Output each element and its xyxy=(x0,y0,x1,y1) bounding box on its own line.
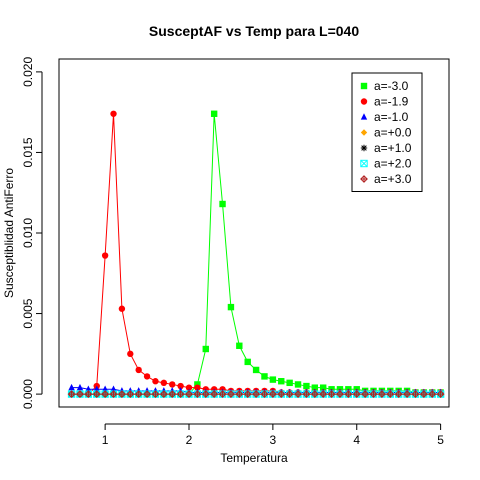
legend-marker xyxy=(361,98,367,104)
x-tick-label: 3 xyxy=(270,433,277,447)
y-tick-label: 0.000 xyxy=(21,379,35,409)
data-point xyxy=(245,359,251,365)
y-axis-label: Susceptiblidad AntiFerro xyxy=(2,168,16,298)
legend-label: a=-3.0 xyxy=(374,79,409,93)
data-point xyxy=(161,380,167,386)
data-point xyxy=(203,346,209,352)
chart-title: SusceptAF vs Temp para L=040 xyxy=(149,23,359,39)
legend-label: a=+2.0 xyxy=(374,157,412,171)
legend-label: a=+3.0 xyxy=(374,172,412,186)
x-axis-label: Temperatura xyxy=(220,451,288,465)
data-point xyxy=(270,376,276,382)
data-point xyxy=(102,252,108,258)
legend-label: a=+0.0 xyxy=(374,126,412,140)
data-point xyxy=(286,380,292,386)
x-tick-label: 5 xyxy=(437,433,444,447)
legend-label: a=-1.9 xyxy=(374,95,409,109)
data-point xyxy=(119,306,125,312)
y-tick-label: 0.015 xyxy=(21,137,35,167)
data-point xyxy=(228,304,234,310)
data-point xyxy=(169,381,175,387)
legend-label: a=-1.0 xyxy=(374,110,409,124)
data-point xyxy=(135,367,141,373)
y-tick-label: 0.010 xyxy=(21,218,35,248)
data-point xyxy=(295,381,301,387)
legend-marker xyxy=(361,83,367,89)
data-point xyxy=(219,201,225,207)
data-point xyxy=(144,373,150,379)
legend: a=-3.0 a=-1.9a=-1.0 a=+0.0a=+1.0 a=+2.0a=+3… xyxy=(352,73,422,192)
x-tick-label: 2 xyxy=(186,433,193,447)
data-point xyxy=(152,378,158,384)
data-point xyxy=(261,373,267,379)
y-tick-label: 0.005 xyxy=(21,298,35,328)
data-point xyxy=(236,343,242,349)
data-point xyxy=(303,383,309,389)
data-point xyxy=(278,378,284,384)
x-tick-label: 1 xyxy=(102,433,109,447)
y-tick-label: 0.020 xyxy=(21,57,35,87)
legend-marker xyxy=(361,145,367,151)
data-point xyxy=(211,111,217,117)
data-point xyxy=(127,351,133,357)
data-point xyxy=(77,384,83,390)
data-point xyxy=(68,384,74,390)
data-point xyxy=(253,367,259,373)
legend-label: a=+1.0 xyxy=(374,141,412,155)
data-point xyxy=(110,111,116,117)
x-tick-label: 4 xyxy=(353,433,360,447)
